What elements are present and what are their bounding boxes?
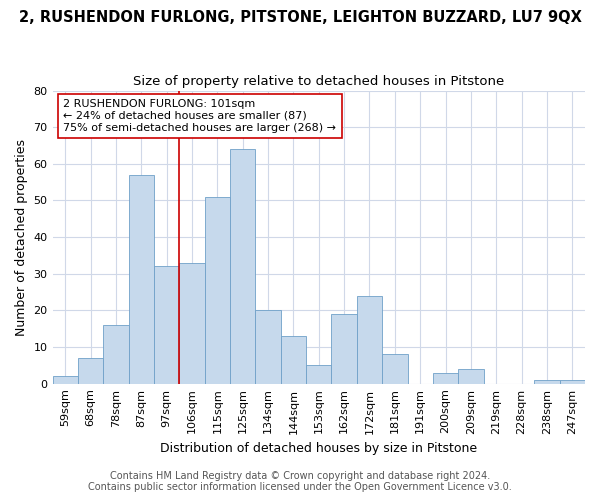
Title: Size of property relative to detached houses in Pitstone: Size of property relative to detached ho… [133, 75, 505, 88]
Text: Contains HM Land Registry data © Crown copyright and database right 2024.
Contai: Contains HM Land Registry data © Crown c… [88, 471, 512, 492]
Bar [281, 336, 306, 384]
Y-axis label: Number of detached properties: Number of detached properties [15, 138, 28, 336]
Bar [331, 314, 357, 384]
Bar [53, 376, 78, 384]
Bar [382, 354, 407, 384]
Bar [103, 325, 128, 384]
Bar [128, 175, 154, 384]
Bar [205, 197, 230, 384]
Bar [357, 296, 382, 384]
Bar [78, 358, 103, 384]
Bar [154, 266, 179, 384]
X-axis label: Distribution of detached houses by size in Pitstone: Distribution of detached houses by size … [160, 442, 478, 455]
Bar [433, 372, 458, 384]
Bar [179, 263, 205, 384]
Bar [560, 380, 585, 384]
Bar [534, 380, 560, 384]
Bar [458, 369, 484, 384]
Bar [256, 310, 281, 384]
Text: 2 RUSHENDON FURLONG: 101sqm
← 24% of detached houses are smaller (87)
75% of sem: 2 RUSHENDON FURLONG: 101sqm ← 24% of det… [63, 100, 336, 132]
Text: 2, RUSHENDON FURLONG, PITSTONE, LEIGHTON BUZZARD, LU7 9QX: 2, RUSHENDON FURLONG, PITSTONE, LEIGHTON… [19, 10, 581, 25]
Bar [306, 366, 331, 384]
Bar [230, 149, 256, 384]
